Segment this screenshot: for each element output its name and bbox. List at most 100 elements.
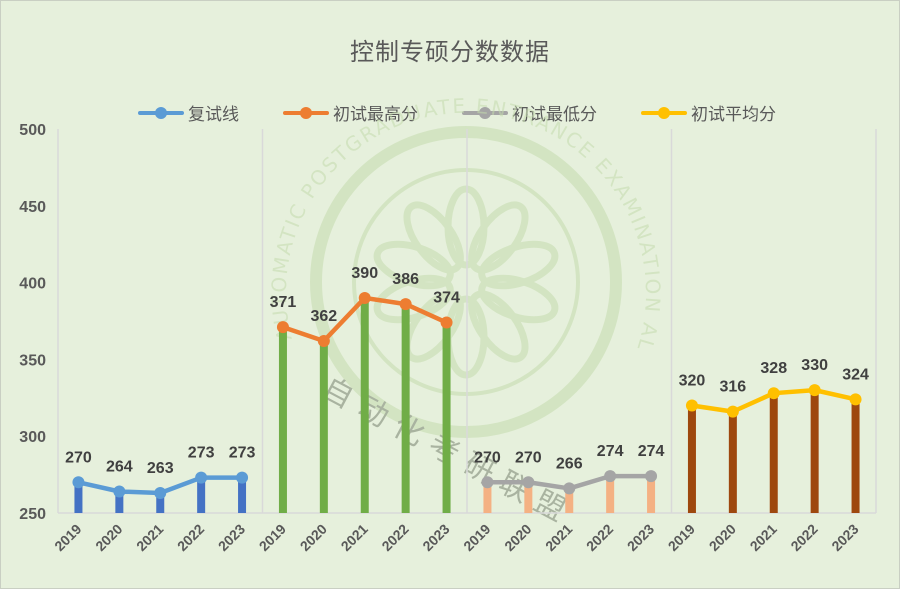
- data-point-marker[interactable]: [236, 471, 249, 484]
- data-point-marker[interactable]: [645, 470, 658, 483]
- drop-bar: [728, 411, 737, 513]
- x-tick-label: 2022: [174, 521, 207, 554]
- legend-label: 初试平均分: [691, 105, 776, 125]
- legend-item-avg-score[interactable]: 初试平均分: [641, 100, 776, 125]
- drop-bar: [606, 476, 615, 513]
- data-point-marker[interactable]: [440, 316, 453, 329]
- drop-bar: [319, 340, 328, 513]
- chart-legend: 复试线 初试最高分 初试最低分 初试平均分: [138, 100, 820, 125]
- drop-bar: [360, 297, 369, 513]
- data-point-marker[interactable]: [685, 399, 698, 412]
- data-label: 264: [106, 458, 133, 475]
- drop-bar: [401, 304, 410, 513]
- data-label: 320: [679, 372, 706, 389]
- data-label: 270: [65, 449, 92, 466]
- data-point-marker[interactable]: [604, 470, 617, 483]
- line-marker-icon: [462, 106, 508, 120]
- data-label: 324: [842, 366, 869, 383]
- data-point-marker[interactable]: [808, 384, 821, 397]
- legend-item-min-score[interactable]: 初试最低分: [462, 100, 597, 125]
- drop-bar: [810, 390, 819, 513]
- drop-bar: [278, 327, 287, 513]
- legend-item-max-score[interactable]: 初试最高分: [283, 100, 418, 125]
- data-point-marker[interactable]: [276, 321, 289, 334]
- x-tick-label: 2023: [624, 521, 657, 554]
- x-tick-label: 2019: [256, 521, 289, 554]
- data-point-marker[interactable]: [849, 393, 862, 406]
- legend-label: 初试最低分: [512, 105, 597, 125]
- data-point-marker[interactable]: [563, 482, 576, 495]
- data-label: 386: [392, 271, 419, 288]
- x-tick-label: 2020: [706, 521, 739, 554]
- x-tick-label: 2022: [583, 521, 616, 554]
- data-label: 270: [474, 449, 501, 466]
- y-tick-label: 450: [19, 199, 46, 216]
- data-point-marker[interactable]: [195, 471, 208, 484]
- x-tick-label: 2021: [542, 521, 575, 554]
- data-label: 273: [229, 445, 256, 462]
- legend-label: 复试线: [188, 105, 239, 125]
- data-point-marker[interactable]: [154, 487, 167, 500]
- data-label: 270: [515, 449, 542, 466]
- drop-bar: [851, 399, 860, 513]
- data-point-marker[interactable]: [481, 476, 494, 489]
- x-tick-label: 2023: [215, 521, 248, 554]
- chart-title: 控制专硕分数数据: [350, 38, 550, 66]
- data-label: 316: [719, 379, 746, 396]
- x-tick-label: 2020: [501, 521, 534, 554]
- x-tick-label: 2019: [460, 521, 493, 554]
- data-label: 263: [147, 460, 174, 477]
- line-marker-icon: [138, 106, 184, 120]
- x-tick-label: 2020: [92, 521, 125, 554]
- data-label: 273: [188, 445, 215, 462]
- y-tick-label: 250: [19, 506, 46, 523]
- data-label: 266: [556, 455, 583, 472]
- y-tick-label: 350: [19, 352, 46, 369]
- drop-bar: [687, 405, 696, 513]
- drop-bar: [442, 322, 451, 513]
- y-tick-label: 500: [19, 122, 46, 139]
- y-tick-label: 400: [19, 276, 46, 293]
- drop-bar: [565, 488, 574, 513]
- data-label: 371: [270, 294, 297, 311]
- data-point-marker[interactable]: [726, 405, 739, 418]
- y-tick-label: 300: [19, 429, 46, 446]
- drop-bar: [197, 477, 206, 513]
- x-tick-label: 2021: [747, 521, 780, 554]
- drop-bar: [483, 482, 492, 513]
- line-marker-icon: [283, 106, 329, 120]
- data-label: 330: [801, 357, 828, 374]
- data-label: 328: [760, 360, 787, 377]
- legend-label: 初试最高分: [333, 105, 418, 125]
- drop-bar: [238, 477, 247, 513]
- x-tick-label: 2022: [378, 521, 411, 554]
- data-point-marker[interactable]: [358, 291, 371, 304]
- data-label: 274: [597, 443, 624, 460]
- legend-item-retest-line[interactable]: 复试线: [138, 100, 239, 125]
- watermark-logo: AUTOMATIC POSTGRADUATE ENTRANCE EXAMINAT…: [0, 0, 663, 438]
- data-label: 374: [433, 290, 460, 307]
- data-point-marker[interactable]: [317, 334, 330, 347]
- data-point-marker[interactable]: [113, 485, 126, 498]
- data-label: 390: [351, 265, 378, 282]
- series-group: 270 264 263 273 273 2019 2020 2021 2022 2023: [51, 445, 255, 554]
- data-label: 362: [310, 308, 337, 325]
- data-point-marker[interactable]: [767, 387, 780, 400]
- drop-bar: [647, 476, 656, 513]
- line-marker-icon: [641, 106, 687, 120]
- data-point-marker[interactable]: [522, 476, 535, 489]
- x-tick-label: 2020: [297, 521, 330, 554]
- x-tick-label: 2019: [665, 521, 698, 554]
- data-label: 274: [638, 443, 665, 460]
- drop-bar: [156, 493, 165, 513]
- drop-bar: [74, 482, 83, 513]
- x-tick-label: 2022: [787, 521, 820, 554]
- x-tick-label: 2021: [338, 521, 371, 554]
- data-point-marker[interactable]: [399, 298, 412, 311]
- x-tick-label: 2023: [419, 521, 452, 554]
- data-point-marker[interactable]: [72, 476, 85, 489]
- series-group: 320 316 328 330 324 2019 2020 2021 2022 2023: [665, 357, 869, 554]
- drop-bar: [769, 393, 778, 513]
- drop-bar: [115, 491, 124, 513]
